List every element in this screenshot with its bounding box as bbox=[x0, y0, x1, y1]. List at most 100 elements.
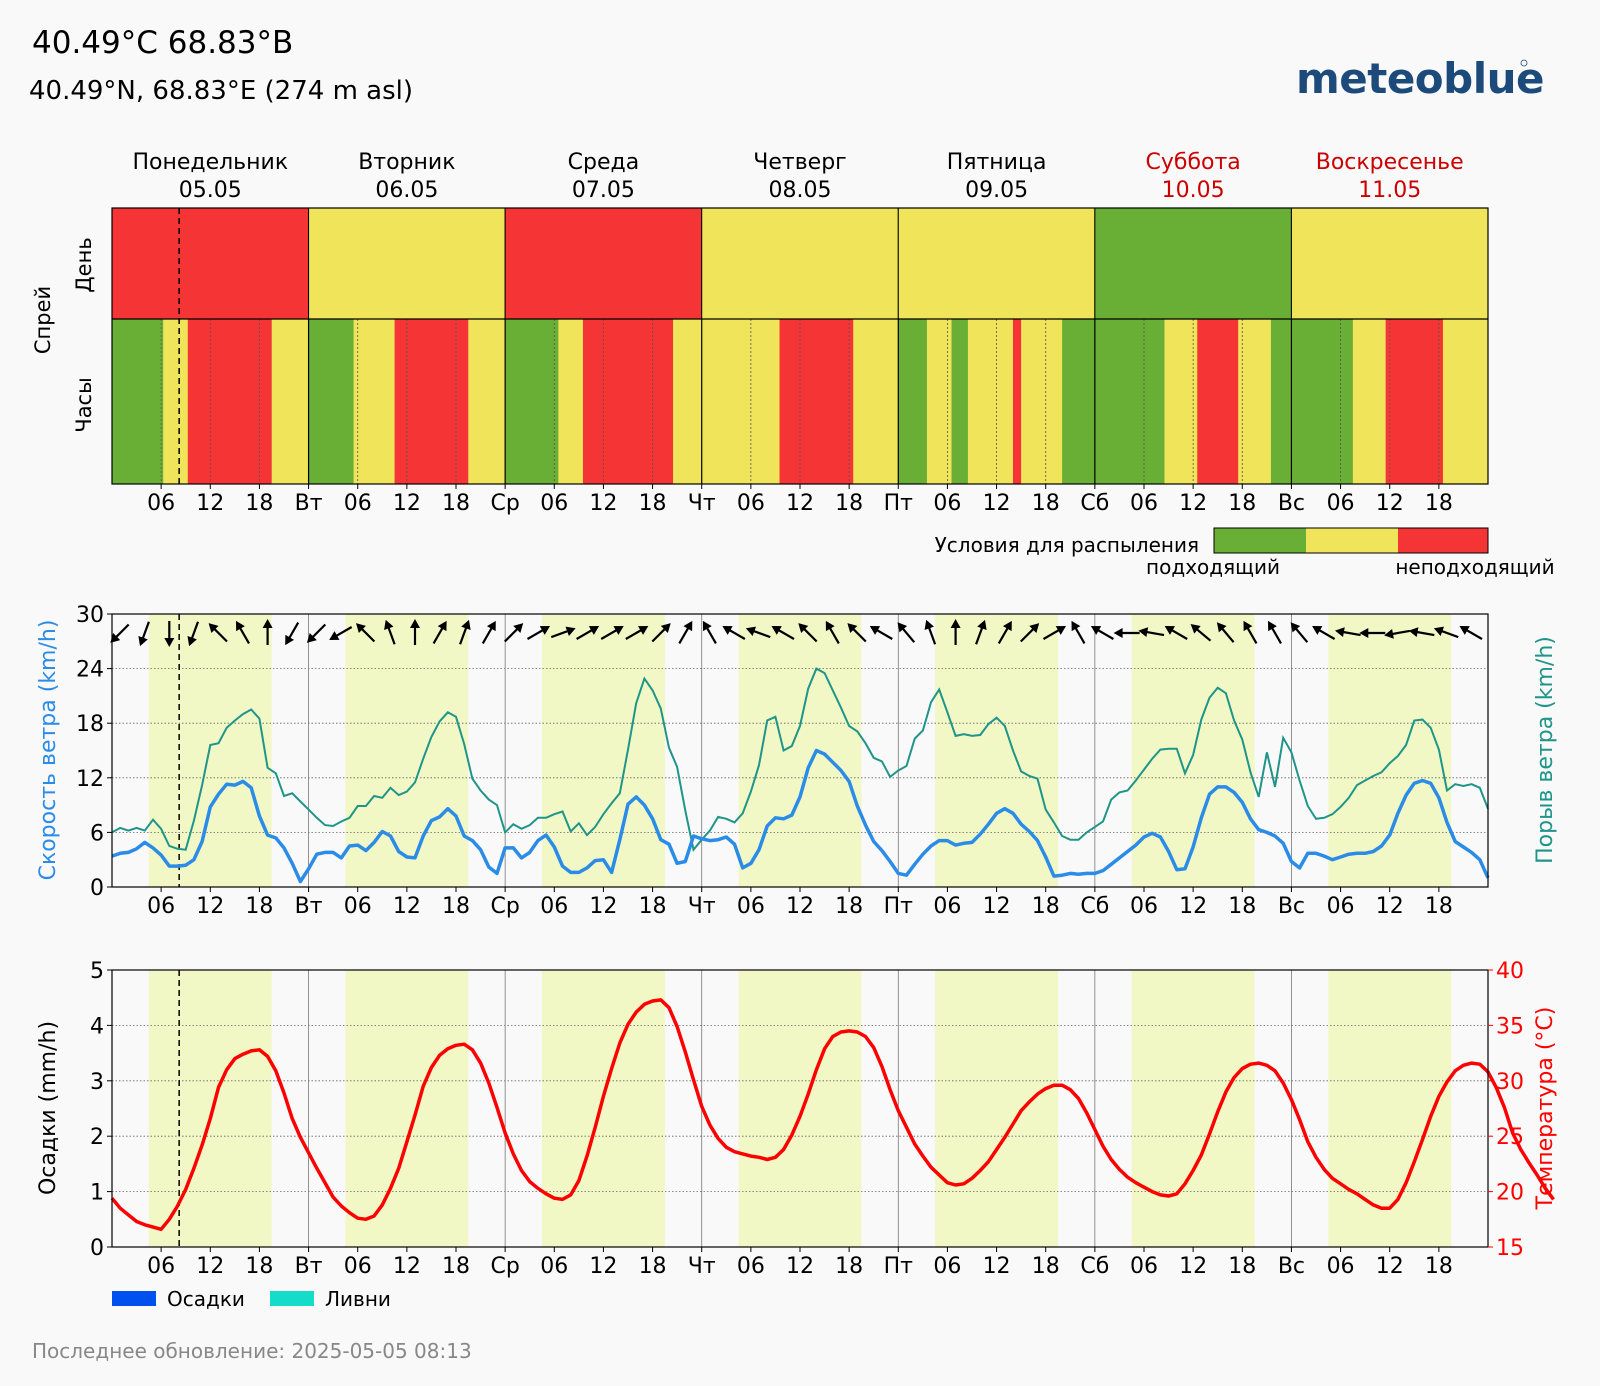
spray-hour-block bbox=[163, 319, 189, 484]
spray-hour-block bbox=[1270, 319, 1292, 484]
x-tick-label: Вс bbox=[1278, 1254, 1305, 1279]
x-tick-label: 06 bbox=[1130, 491, 1158, 516]
wind-arrow-icon bbox=[745, 626, 771, 639]
wind-arrow-icon bbox=[600, 626, 624, 640]
wind-arrow-icon bbox=[847, 623, 867, 643]
wind-arrow-icon bbox=[1090, 626, 1114, 640]
wind-y-tick-label: 24 bbox=[76, 658, 104, 683]
x-tick-label: 12 bbox=[983, 491, 1011, 516]
meteoblue-logo[interactable]: meteoblue bbox=[1296, 54, 1545, 103]
wind-arrow-icon bbox=[459, 619, 471, 645]
x-tick-label: 12 bbox=[1376, 1254, 1404, 1279]
wind-arrow-head bbox=[1335, 627, 1345, 638]
wind-arrow-icon bbox=[950, 619, 961, 645]
wind-arrow-icon bbox=[897, 622, 916, 643]
daylight-band bbox=[738, 614, 862, 887]
last-update: Последнее обновление: 2025-05-05 08:13 bbox=[32, 1339, 472, 1363]
day-date-label: 09.05 bbox=[965, 178, 1028, 203]
x-tick-label: 12 bbox=[196, 894, 224, 919]
wind-arrow-head bbox=[869, 626, 881, 635]
wind-arrow-icon bbox=[1190, 624, 1212, 642]
precip-x-ticks: 06 12 18 Вт 06 12 18 Ср 06 12 18 Чт 06 12 18 Пт 06 12 18 Сб… bbox=[147, 1247, 1453, 1279]
spray-hour-block bbox=[1021, 319, 1063, 484]
wind-arrow-head bbox=[1029, 623, 1040, 633]
daylight-band bbox=[1328, 614, 1452, 887]
wind-arrow-head bbox=[329, 631, 340, 640]
temp-y-tick-label: 35 bbox=[1496, 1014, 1524, 1039]
location-subtitle: 40.49°N, 68.83°E (274 m asl) bbox=[29, 76, 413, 106]
legend-swatch-medium bbox=[1306, 528, 1398, 553]
x-tick-label: Сб bbox=[1080, 1254, 1109, 1279]
wind-arrow-icon bbox=[262, 619, 273, 645]
wind-arrow-head bbox=[410, 619, 420, 628]
x-tick-label: 18 bbox=[1425, 1254, 1453, 1279]
wind-arrow-head bbox=[847, 623, 858, 633]
temp-y-ticks: 15 20 25 30 35 40 bbox=[1488, 959, 1524, 1261]
wind-arrow-head bbox=[384, 619, 394, 631]
wind-arrow-icon bbox=[1113, 628, 1140, 638]
wind-arrow-head bbox=[437, 620, 447, 632]
x-tick-label: Сб bbox=[1080, 894, 1109, 919]
x-tick-label: 12 bbox=[589, 894, 617, 919]
spray-hour-block bbox=[1385, 319, 1444, 484]
wind-arrow-head bbox=[138, 635, 148, 647]
x-tick-label: Вт bbox=[295, 894, 323, 919]
spray-hour-block bbox=[112, 319, 164, 484]
spray-legend-good: подходящий bbox=[1146, 555, 1280, 579]
spray-hour-block bbox=[1094, 319, 1165, 484]
x-tick-label: Чт bbox=[688, 894, 716, 919]
legend-swatch-frame bbox=[1213, 527, 1489, 554]
wind-arrow-head bbox=[897, 622, 908, 633]
spray-hour-block bbox=[1164, 319, 1198, 484]
spray-day-cell bbox=[1290, 207, 1489, 320]
wind-arrow-head bbox=[486, 620, 496, 632]
x-tick-label: Ср bbox=[490, 894, 519, 919]
wind-arrow-head bbox=[1216, 622, 1227, 633]
day-date-label: 07.05 bbox=[572, 178, 635, 203]
wind-arrow-icon bbox=[110, 623, 130, 643]
wind-ylabel-left: Скорость ветра (km/h) bbox=[36, 620, 61, 881]
x-tick-label: 18 bbox=[1228, 894, 1256, 919]
spray-day-cell bbox=[897, 207, 1096, 320]
legend-showers-label: Ливни bbox=[325, 1287, 391, 1311]
wind-arrow-icon bbox=[1216, 622, 1235, 643]
wind-arrow-head bbox=[825, 620, 835, 632]
wind-arrow-icon bbox=[1268, 620, 1282, 644]
x-tick-label: 06 bbox=[1327, 1254, 1355, 1279]
wind-arrow-icon bbox=[702, 620, 717, 644]
wind-speed-line bbox=[111, 748, 1490, 884]
wind-arrow-icon bbox=[138, 621, 150, 647]
wind-arrow-head bbox=[1312, 626, 1323, 635]
wind-arrow-icon bbox=[410, 619, 420, 645]
wind-arrow-head bbox=[461, 619, 471, 631]
day-name-label: Пятница bbox=[947, 150, 1047, 175]
spray-hour-block bbox=[394, 319, 469, 484]
x-tick-label: 18 bbox=[639, 894, 667, 919]
temp-y-tick-label: 40 bbox=[1496, 959, 1524, 984]
precip-y-tick-label: 4 bbox=[90, 1014, 104, 1039]
daylight-band bbox=[935, 970, 1058, 1247]
wind-arrow-head bbox=[771, 626, 782, 635]
spray-hour-block bbox=[308, 319, 354, 484]
wind-arrow-icon bbox=[1164, 626, 1188, 640]
wind-x-ticks: 06 12 18 Вт 06 12 18 Ср 06 12 18 Чт 06 12 18 Пт 06 12 18 Сб… bbox=[147, 887, 1453, 919]
spray-day-cell bbox=[308, 207, 506, 320]
wind-arrow-icon bbox=[869, 626, 893, 640]
daylight-band bbox=[1131, 970, 1255, 1247]
spray-day-cell bbox=[504, 207, 703, 320]
precip-y-tick-label: 5 bbox=[90, 959, 104, 984]
wind-arrow-icon bbox=[526, 626, 551, 640]
daylight-band bbox=[542, 970, 665, 1247]
wind-arrow-icon bbox=[1138, 627, 1165, 638]
wind-y-tick-label: 30 bbox=[76, 603, 104, 628]
spray-hour-block bbox=[1062, 319, 1096, 484]
spray-hour-block bbox=[701, 319, 780, 484]
x-tick-label: 18 bbox=[245, 894, 273, 919]
spray-hour-block bbox=[1352, 319, 1386, 484]
x-tick-label: 06 bbox=[1130, 894, 1158, 919]
precip-legend: Осадки Ливни bbox=[112, 1287, 391, 1311]
x-tick-label: 06 bbox=[933, 894, 961, 919]
x-tick-label: 12 bbox=[786, 491, 814, 516]
